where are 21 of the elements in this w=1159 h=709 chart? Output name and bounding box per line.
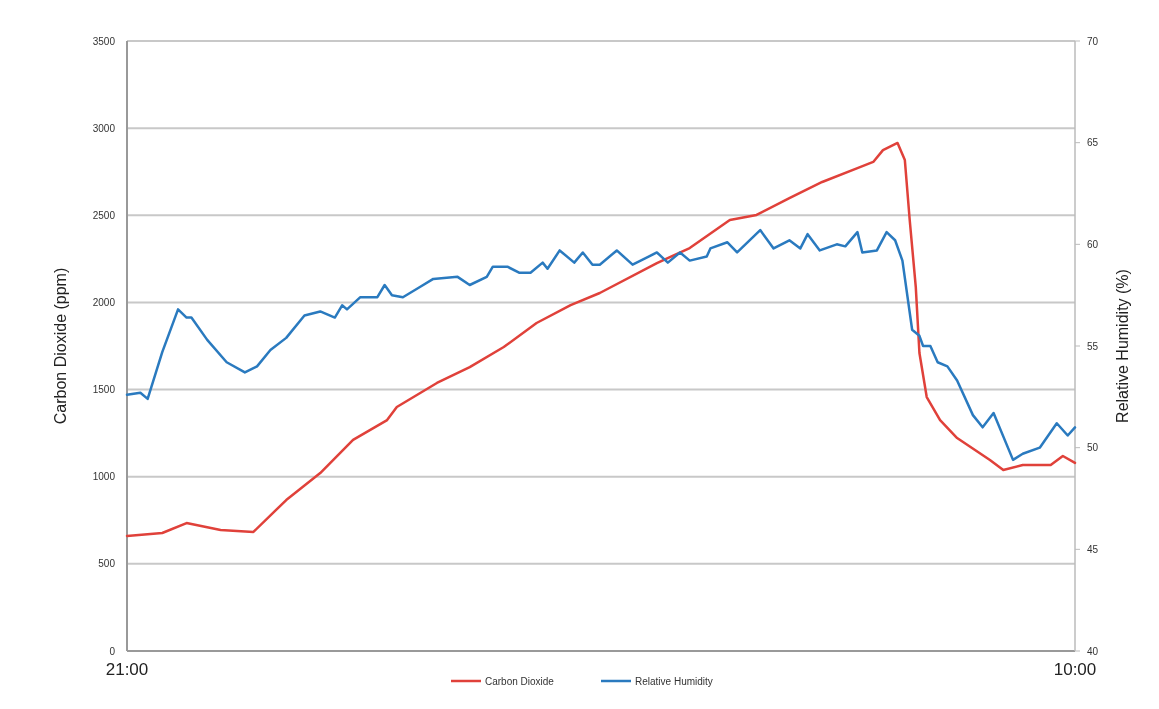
y-tick-label: 2000 <box>92 296 116 308</box>
y2-tick-label: 65 <box>1087 137 1099 149</box>
y2-axis-title: Relative Humidity (%) <box>1114 269 1131 423</box>
x-tick-label: 10:00 <box>1053 660 1097 679</box>
legend-label: Carbon Dioxide <box>485 675 555 687</box>
y-tick-label: 1500 <box>92 384 116 396</box>
y2-tick-label: 70 <box>1087 35 1099 47</box>
y2-tick-label: 55 <box>1087 340 1099 352</box>
legend-label: Relative Humidity <box>635 675 713 687</box>
y2-tick-label: 40 <box>1087 645 1099 657</box>
y-tick-label: 1000 <box>92 471 116 483</box>
x-tick-label: 21:00 <box>105 660 149 679</box>
y2-tick-label: 60 <box>1087 238 1099 250</box>
y-tick-label: 3000 <box>92 122 116 134</box>
y2-tick-label: 45 <box>1087 543 1099 555</box>
y-tick-label: 3500 <box>92 35 116 47</box>
y-tick-label: 500 <box>98 558 116 570</box>
y-axis-title: Carbon Dioxide (ppm) <box>52 267 69 425</box>
y-tick-label: 0 <box>109 645 116 657</box>
y2-tick-label: 50 <box>1087 442 1099 454</box>
y-tick-label: 2500 <box>92 209 116 221</box>
